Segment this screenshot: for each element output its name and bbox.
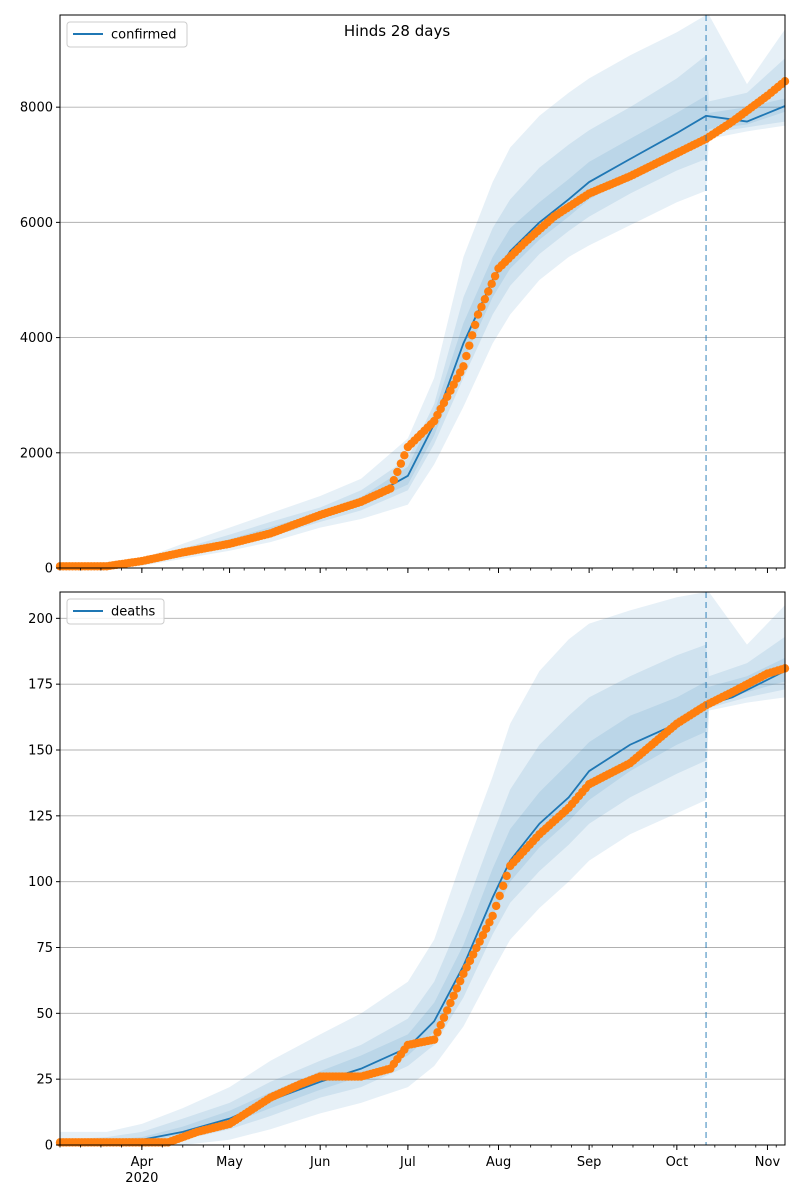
deaths-observed-point bbox=[485, 918, 494, 927]
deaths-observed-point bbox=[472, 943, 481, 953]
deaths-y-tick-label: 75 bbox=[36, 941, 53, 956]
confirmed-observed-point bbox=[465, 341, 474, 350]
confirmed-legend-box bbox=[66, 21, 188, 48]
confirmed-observed-point bbox=[487, 279, 496, 289]
deaths-axes-frame bbox=[59, 591, 786, 1146]
confirmed-panel: 0 2000 4000 6000 8000 confirmed Hinds 28 day… bbox=[20, 14, 790, 577]
deaths-observed-point bbox=[491, 901, 501, 911]
deaths-observed-point bbox=[455, 976, 465, 986]
confirmed-y-tick-label: 0 bbox=[45, 562, 53, 577]
deaths-observed-point bbox=[475, 937, 484, 946]
confirmed-band-outer bbox=[60, 15, 785, 568]
deaths-x-tick-label: Oct bbox=[666, 1155, 688, 1170]
deaths-y-tick-label: 175 bbox=[28, 678, 53, 693]
confirmed-observed-point bbox=[467, 331, 477, 340]
deaths-x-tick-label: May bbox=[216, 1155, 243, 1170]
confirmed-y-tick-label: 2000 bbox=[20, 446, 53, 461]
confirmed-observed-point bbox=[480, 294, 490, 304]
deaths-legend-label: deaths bbox=[111, 605, 156, 620]
deaths-y-tick-label: 125 bbox=[28, 809, 53, 824]
confirmed-legend: confirmed bbox=[66, 21, 188, 48]
confirmed-observed-point bbox=[459, 362, 468, 371]
deaths-observed-point bbox=[439, 1013, 449, 1022]
deaths-panel: 0 25 50 75 100 125 150 175 200 Apr May Jun Jul Aug Se… bbox=[28, 591, 790, 1186]
deaths-observed-point bbox=[452, 984, 462, 993]
deaths-y-tick-label: 50 bbox=[36, 1007, 53, 1022]
confirmed-y-tick-label: 8000 bbox=[20, 101, 53, 116]
confirmed-observed-point bbox=[389, 476, 399, 485]
confirmed-observed-point bbox=[484, 287, 493, 296]
confirmed-y-tick-label: 4000 bbox=[20, 331, 53, 346]
deaths-observed-point bbox=[436, 1020, 445, 1030]
confirmed-observed-point bbox=[393, 467, 402, 477]
confirmed-legend-label: confirmed bbox=[111, 28, 177, 43]
confirmed-axes-frame bbox=[59, 14, 786, 569]
deaths-observed-point bbox=[488, 911, 497, 921]
deaths-legend-box bbox=[66, 598, 165, 625]
deaths-y-tick-label: 200 bbox=[28, 612, 53, 627]
deaths-x-tick-label: Aug bbox=[486, 1155, 511, 1170]
deaths-observed-point bbox=[459, 969, 468, 979]
deaths-y-tick-label: 100 bbox=[28, 875, 53, 890]
deaths-observed-point bbox=[442, 1006, 452, 1015]
deaths-observed-point bbox=[429, 1035, 439, 1044]
confirmed-observed-point bbox=[473, 310, 483, 319]
deaths-observed-point bbox=[433, 1028, 442, 1037]
deaths-x-tick-label: Nov bbox=[755, 1155, 781, 1170]
deaths-y-tick-label: 150 bbox=[28, 744, 53, 759]
deaths-observed-point bbox=[465, 956, 475, 966]
confirmed-observed-point bbox=[400, 451, 409, 460]
deaths-observed-point bbox=[446, 998, 455, 1008]
deaths-observed-point bbox=[502, 871, 511, 881]
confirmed-observed-point bbox=[396, 459, 406, 468]
deaths-y-tick-label: 0 bbox=[45, 1139, 53, 1154]
deaths-x-tick-label: Jun bbox=[309, 1155, 330, 1170]
confirmed-observed-point bbox=[386, 484, 395, 493]
deaths-x-axis: Apr May Jun Jul Aug Sep Oct Nov bbox=[59, 1145, 781, 1170]
deaths-y-axis: 0 25 50 75 100 125 150 175 200 bbox=[28, 612, 60, 1154]
deaths-x-tick-label: Apr bbox=[131, 1155, 154, 1170]
deaths-observed-point bbox=[481, 924, 491, 933]
deaths-x-tick-label: Jul bbox=[399, 1155, 416, 1170]
x-axis-year-label: 2020 bbox=[125, 1171, 158, 1186]
confirmed-observed-point bbox=[462, 351, 471, 361]
deaths-observed-point bbox=[498, 881, 508, 891]
deaths-observed-points bbox=[55, 664, 790, 1147]
deaths-observed-point bbox=[495, 891, 504, 901]
confirmed-observed-point bbox=[490, 271, 500, 281]
deaths-observed-point bbox=[468, 950, 478, 959]
deaths-observed-point bbox=[462, 963, 471, 972]
deaths-observed-point bbox=[478, 931, 488, 940]
confirmed-observed-point bbox=[477, 302, 486, 312]
deaths-x-tick-label: Sep bbox=[577, 1155, 602, 1170]
deaths-band-mid bbox=[60, 636, 785, 1145]
deaths-observed-point bbox=[449, 991, 458, 1000]
deaths-y-tick-label: 25 bbox=[36, 1073, 53, 1088]
confirmed-y-axis: 0 2000 4000 6000 8000 bbox=[20, 101, 60, 577]
confirmed-x-axis bbox=[59, 568, 777, 573]
confirmed-observed-point bbox=[470, 320, 480, 330]
confirmed-y-tick-label: 6000 bbox=[20, 216, 53, 231]
deaths-band-outer bbox=[60, 592, 785, 1145]
chart-title: Hinds 28 days bbox=[344, 22, 451, 40]
deaths-legend: deaths bbox=[66, 598, 165, 625]
